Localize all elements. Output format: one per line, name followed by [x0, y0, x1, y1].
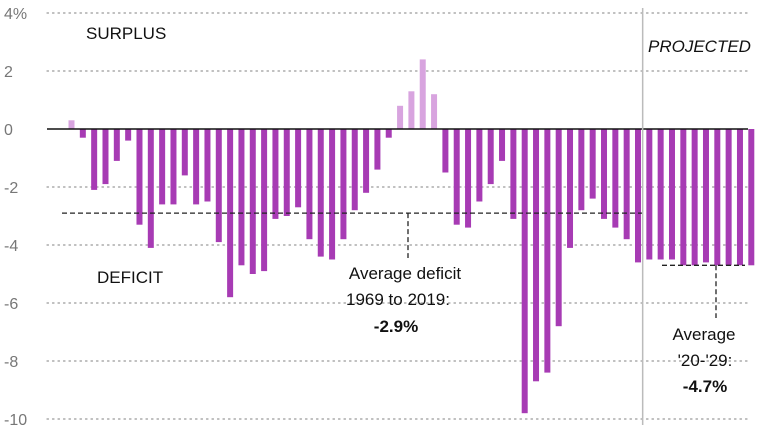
bar-1985	[249, 129, 256, 274]
bar-2007	[499, 129, 506, 161]
bar-1984	[238, 129, 245, 266]
bar-1973	[113, 129, 120, 161]
bar-2026	[714, 129, 721, 266]
deficit-label: DEFICIT	[97, 268, 163, 287]
bar-2015	[589, 129, 596, 199]
bar-1995	[363, 129, 370, 193]
avg-hist-label-line1: Average deficit	[349, 264, 461, 283]
bar-1972	[102, 129, 109, 185]
bar-2025	[702, 129, 709, 263]
bar-2027	[725, 129, 732, 266]
bar-1979	[181, 129, 188, 176]
bar-2010	[533, 129, 540, 382]
bar-2003	[453, 129, 460, 225]
bar-2018	[623, 129, 630, 240]
y-tick-label: -8	[4, 354, 18, 371]
bar-1976	[147, 129, 154, 248]
avg-proj-label-line1: Average	[672, 325, 735, 344]
projected-label: PROJECTED	[648, 37, 751, 56]
bar-1987	[272, 129, 279, 219]
y-tick-label: 2	[4, 64, 13, 81]
bar-1977	[159, 129, 166, 205]
bar-1999	[408, 91, 415, 129]
avg-hist-value: -2.9%	[374, 317, 418, 336]
bar-2004	[465, 129, 472, 228]
bar-2009	[521, 129, 528, 414]
bar-1982	[215, 129, 222, 243]
y-tick-label: 4%	[4, 6, 27, 23]
bar-2023	[680, 129, 687, 266]
bar-1997	[385, 129, 392, 138]
avg-hist-label-line2: 1969 to 2019:	[346, 290, 450, 309]
bar-2013	[567, 129, 574, 248]
bar-2012	[555, 129, 562, 327]
bar-2011	[544, 129, 551, 373]
y-axis-ticks: 4% 2 0 -2 -4 -6 -8 -10	[4, 6, 27, 425]
y-tick-label: 0	[4, 122, 13, 139]
bar-1996	[374, 129, 381, 170]
bar-2006	[487, 129, 494, 185]
bar-1989	[295, 129, 302, 208]
bar-2001	[431, 94, 438, 129]
bar-1971	[91, 129, 98, 190]
bar-1974	[125, 129, 132, 141]
bar-1986	[261, 129, 268, 272]
bar-1998	[397, 105, 404, 129]
bar-1975	[136, 129, 143, 225]
bar-2014	[578, 129, 585, 211]
bar-2022	[668, 129, 675, 260]
y-tick-label: -6	[4, 296, 18, 313]
bar-2002	[442, 129, 449, 173]
bar-1992	[329, 129, 336, 260]
bar-1969	[68, 120, 75, 129]
y-tick-label: -4	[4, 238, 18, 255]
bar-1970	[79, 129, 86, 138]
bar-2019	[635, 129, 641, 263]
y-tick-label: -2	[4, 180, 18, 197]
bar-2005	[476, 129, 483, 202]
bar-1980	[193, 129, 200, 205]
bar-1991	[317, 129, 324, 257]
bar-1981	[204, 129, 211, 202]
y-tick-label: -10	[4, 412, 27, 425]
surplus-label: SURPLUS	[86, 24, 166, 43]
bar-2029	[748, 129, 755, 266]
bar-2021	[657, 129, 664, 260]
bar-2017	[612, 129, 619, 228]
bar-1994	[351, 129, 358, 211]
avg-proj-label-line2: '20-'29:	[678, 351, 733, 370]
bar-2000	[419, 59, 426, 129]
avg-proj-value: -4.7%	[683, 377, 727, 396]
bar-1988	[283, 129, 290, 216]
bar-1990	[306, 129, 313, 240]
bar-1993	[340, 129, 347, 240]
bars	[68, 59, 755, 414]
bar-2020	[646, 129, 653, 260]
bar-2024	[691, 129, 698, 266]
bar-2008	[510, 129, 517, 219]
bar-2028	[736, 129, 743, 266]
bar-1978	[170, 129, 177, 205]
bar-2016	[601, 129, 608, 219]
gridlines	[46, 12, 749, 420]
